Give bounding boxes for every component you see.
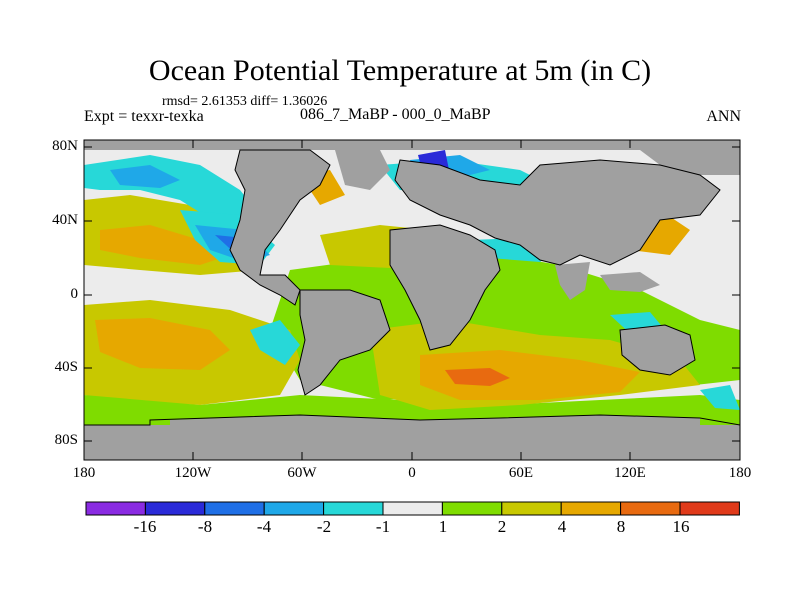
field-blue-north-pacific <box>110 165 180 188</box>
land-south-america <box>298 290 390 395</box>
colorbar-label: -8 <box>197 517 213 536</box>
colorbar-swatch <box>85 501 146 516</box>
land-pacific-island <box>170 415 700 428</box>
land-antarctica <box>84 425 740 460</box>
field-orange-north-pacific <box>100 225 230 265</box>
y-label-80n: 80N <box>52 138 78 154</box>
y-label-40s: 40S <box>54 359 78 375</box>
colorbar-label: 4 <box>557 517 567 536</box>
experiment-names: 086_7_MaBP - 000_0_MaBP <box>300 106 491 123</box>
axis-ticks <box>84 140 740 460</box>
field-orange-south-pacific <box>95 318 230 370</box>
colorbar-label: -4 <box>256 517 272 536</box>
coast-australia <box>619 324 696 376</box>
colorbar-swatch <box>323 501 384 516</box>
colorbar-label: 8 <box>616 517 626 536</box>
x-label-60e: 60E <box>508 465 534 481</box>
x-label-180e: 180 <box>728 465 752 481</box>
land-eurasia <box>395 160 720 265</box>
land-mask <box>84 140 740 460</box>
land-australia <box>620 325 695 375</box>
colorbar <box>85 501 740 516</box>
land-northeast-asia <box>640 150 740 175</box>
colorbar-swatch <box>441 501 503 516</box>
stats-text: rmsd= 2.61353 diff= 1.36026 <box>162 94 328 109</box>
plot-title: Ocean Potential Temperature at 5m (in C) <box>148 54 652 87</box>
colorbar-swatch <box>560 501 622 516</box>
land-north-america <box>230 150 330 305</box>
experiment-label: Expt = texxr-texka <box>84 108 204 125</box>
land-indonesia <box>600 272 660 292</box>
colorbar-label: 2 <box>497 517 507 536</box>
colorbar-label: -16 <box>133 517 157 536</box>
field-cyan-southeast <box>700 385 740 410</box>
land-greenland <box>335 150 390 190</box>
colorbar-swatch <box>620 501 681 516</box>
x-label-60w: 60W <box>287 465 317 481</box>
colorbar-swatch <box>382 501 443 516</box>
land-africa <box>390 225 500 350</box>
map-field <box>84 140 740 460</box>
coast-eurasia <box>394 159 721 266</box>
colorbar-swatch <box>144 501 206 516</box>
colorbar-label: 16 <box>672 517 690 536</box>
colorbar-label: -1 <box>375 517 391 536</box>
y-label-0: 0 <box>70 286 79 302</box>
coast-africa <box>389 224 501 351</box>
x-label-0: 0 <box>408 465 416 481</box>
colorbar-swatch <box>679 501 740 516</box>
x-label-120w: 120W <box>174 465 212 481</box>
colorbar-swatch <box>263 501 325 516</box>
land-india <box>555 262 590 300</box>
coast-antarctica <box>84 414 740 426</box>
field-orange-south-atlantic <box>420 350 640 400</box>
x-label-120e: 120E <box>614 465 646 481</box>
season-label: ANN <box>706 108 741 125</box>
x-label-180w: 180 <box>72 465 96 481</box>
coast-south-america <box>297 289 391 396</box>
field-red-south-atlantic <box>445 368 510 386</box>
colorbar-swatch <box>501 501 562 516</box>
y-label-80s: 80S <box>54 432 78 448</box>
coastlines <box>84 149 740 426</box>
y-label-40n: 40N <box>52 212 78 228</box>
colorbar-label: 1 <box>438 517 448 536</box>
field-cyan-south-pacific <box>250 320 300 365</box>
colorbar-swatch <box>204 501 265 516</box>
colorbar-label: -2 <box>316 517 332 536</box>
